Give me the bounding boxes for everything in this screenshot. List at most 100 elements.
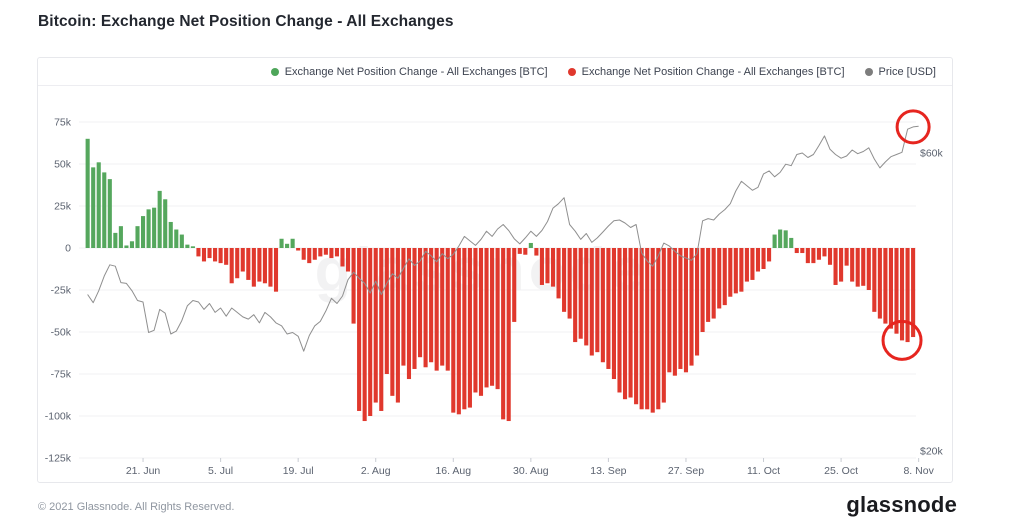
bar bbox=[207, 248, 212, 259]
bar bbox=[307, 248, 312, 264]
glassnode-logo: glassnode bbox=[846, 492, 957, 517]
bar bbox=[240, 248, 245, 272]
price-line bbox=[87, 125, 919, 352]
svg-text:-125k: -125k bbox=[45, 453, 72, 465]
bar bbox=[645, 248, 650, 410]
svg-text:11. Oct: 11. Oct bbox=[747, 465, 780, 477]
legend-item-price[interactable]: Price [USD] bbox=[864, 66, 936, 78]
bar bbox=[501, 248, 506, 420]
bar bbox=[129, 241, 135, 248]
bar bbox=[362, 248, 367, 422]
bar bbox=[733, 248, 738, 294]
svg-text:$20k: $20k bbox=[920, 446, 944, 458]
bar bbox=[401, 248, 406, 366]
bar bbox=[562, 248, 567, 312]
bar bbox=[179, 234, 184, 248]
bar bbox=[91, 167, 96, 248]
bar bbox=[218, 248, 223, 264]
bar bbox=[717, 248, 722, 309]
bar bbox=[811, 248, 816, 264]
bar bbox=[523, 248, 528, 255]
bar bbox=[905, 248, 910, 343]
bar bbox=[290, 238, 295, 248]
bar bbox=[778, 229, 783, 248]
bar bbox=[224, 248, 229, 265]
legend-label: Exchange Net Position Change - All Excha… bbox=[284, 65, 548, 78]
legend-item-inflow[interactable]: Exchange Net Position Change - All Excha… bbox=[270, 65, 548, 78]
bar bbox=[251, 248, 256, 287]
legend-item-outflow[interactable]: Exchange Net Position Change - All Excha… bbox=[567, 65, 845, 78]
bar bbox=[478, 248, 484, 396]
bar bbox=[141, 216, 146, 248]
bar bbox=[512, 248, 517, 322]
bar bbox=[246, 248, 251, 280]
left-axis-labels: 75k 50k 25k 0 -25k -50k -75k -100k -125k bbox=[45, 117, 72, 465]
bar bbox=[911, 248, 916, 338]
bar bbox=[894, 248, 899, 334]
bar bbox=[412, 248, 417, 369]
annotation-circle-icon bbox=[895, 109, 931, 145]
bar bbox=[872, 248, 877, 312]
svg-text:27. Sep: 27. Sep bbox=[668, 465, 704, 477]
chart-panel: Exchange Net Position Change - All Excha… bbox=[37, 57, 953, 483]
bar bbox=[146, 209, 151, 248]
bar bbox=[373, 248, 378, 403]
bar bbox=[550, 248, 556, 287]
svg-text:-100k: -100k bbox=[45, 411, 72, 423]
bar bbox=[855, 248, 860, 287]
bar bbox=[606, 248, 611, 369]
bar bbox=[761, 248, 766, 269]
bar bbox=[296, 248, 301, 251]
svg-text:50k: 50k bbox=[54, 159, 72, 171]
bar bbox=[334, 248, 339, 257]
bar bbox=[789, 237, 794, 248]
bar bbox=[357, 248, 362, 411]
annotation-circle-icon bbox=[881, 319, 923, 361]
svg-text:25. Oct: 25. Oct bbox=[824, 465, 858, 477]
bar bbox=[85, 138, 90, 248]
legend-dot-gray-icon bbox=[864, 67, 873, 76]
svg-text:75k: 75k bbox=[54, 117, 72, 129]
bar bbox=[473, 248, 478, 393]
svg-text:30. Aug: 30. Aug bbox=[513, 465, 549, 477]
bar bbox=[445, 248, 450, 371]
bar bbox=[390, 248, 395, 396]
legend-dot-green-icon bbox=[270, 67, 279, 76]
bar bbox=[695, 248, 700, 356]
svg-text:8. Nov: 8. Nov bbox=[903, 465, 934, 477]
bar bbox=[506, 248, 511, 422]
bar bbox=[462, 248, 467, 410]
bar bbox=[440, 248, 445, 366]
bar bbox=[213, 248, 218, 262]
legend-label: Exchange Net Position Change - All Excha… bbox=[581, 65, 845, 78]
footer-copyright: © 2021 Glassnode. All Rights Reserved. bbox=[38, 501, 235, 513]
bar bbox=[706, 248, 711, 322]
svg-text:2. Aug: 2. Aug bbox=[361, 465, 391, 477]
bar bbox=[794, 248, 799, 254]
bar bbox=[556, 248, 561, 299]
bar bbox=[124, 245, 129, 248]
svg-text:25k: 25k bbox=[54, 201, 72, 213]
svg-text:-50k: -50k bbox=[51, 327, 72, 339]
bar bbox=[539, 248, 544, 285]
bar bbox=[113, 232, 118, 248]
bar bbox=[368, 248, 373, 416]
bar bbox=[107, 179, 112, 248]
bar bbox=[617, 248, 622, 393]
bar bbox=[739, 248, 744, 292]
bar bbox=[163, 199, 168, 248]
bar bbox=[152, 207, 157, 248]
bar bbox=[800, 248, 805, 254]
bar bbox=[839, 248, 844, 282]
bar bbox=[351, 248, 356, 324]
bar bbox=[689, 248, 694, 366]
bar bbox=[683, 248, 689, 373]
bar bbox=[545, 248, 550, 284]
bar bbox=[573, 248, 578, 343]
bar bbox=[451, 248, 456, 413]
bar bbox=[329, 248, 334, 259]
bar bbox=[490, 248, 495, 386]
bar bbox=[196, 248, 201, 257]
bar bbox=[345, 248, 351, 272]
right-axis-labels: $60k $20k bbox=[920, 148, 944, 458]
